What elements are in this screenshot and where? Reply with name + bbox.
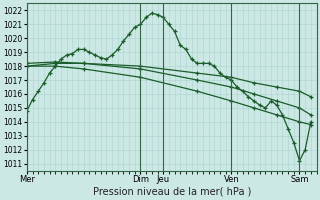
X-axis label: Pression niveau de la mer( hPa ): Pression niveau de la mer( hPa ) xyxy=(92,187,251,197)
